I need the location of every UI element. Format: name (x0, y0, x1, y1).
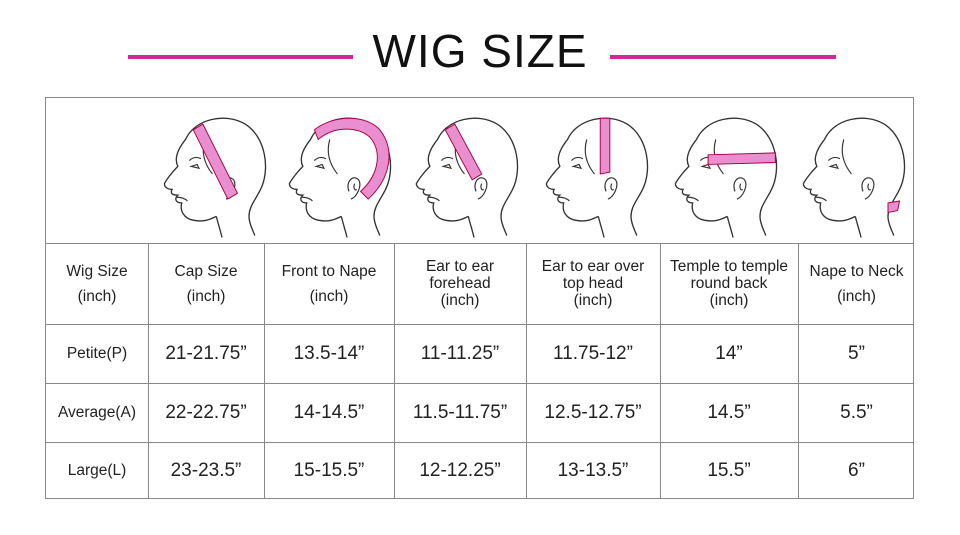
head-ear-to-ear-top-icon (531, 108, 656, 243)
column-header-line: Temple to temple (669, 258, 789, 275)
table-cell: 14-14.5” (293, 401, 365, 423)
column-header-line: top head (562, 275, 624, 292)
table-cell: 5.5” (840, 401, 873, 423)
column-header: Cap Size (inch) (148, 243, 264, 324)
column-header-line: (inch) (573, 292, 613, 309)
table-column-divider (148, 243, 149, 498)
table-column-divider (264, 243, 265, 498)
column-header: Nape to Neck (inch) (798, 243, 915, 324)
table-cell: 11.75-12” (553, 342, 633, 364)
head-cap-size-icon (149, 108, 274, 243)
page-title: WIG SIZE (372, 25, 588, 77)
column-header-line: (inch) (837, 287, 876, 305)
table-row-divider (46, 383, 913, 384)
table-column-divider (526, 243, 527, 498)
table-cell: 11.5-11.75” (412, 401, 508, 423)
row-label: Petite(P) (66, 344, 128, 362)
table-cell: 12.5-12.75” (544, 401, 642, 423)
table-cell: 21-21.75” (165, 342, 247, 364)
head-temple-to-temple-icon (660, 108, 785, 243)
table-cell: 14.5” (707, 401, 751, 423)
table-cell: 11-11.25” (420, 342, 500, 364)
column-header-line: (inch) (77, 287, 117, 305)
table-cell: 13.5-14” (293, 342, 365, 364)
table-cell: 5” (848, 342, 865, 364)
head-ear-to-ear-forehead-icon (401, 108, 526, 243)
column-header-line: (inch) (186, 287, 226, 305)
column-header-line: Ear to ear (425, 258, 495, 275)
table-cell: 15-15.5” (293, 460, 365, 481)
table-row-divider (46, 442, 913, 443)
column-header-line: round back (690, 275, 768, 292)
table-column-divider (798, 243, 799, 498)
column-header-line: forehead (429, 275, 491, 292)
column-header: Front to Nape (inch) (264, 243, 394, 324)
table-cell: 23-23.5” (170, 460, 242, 481)
column-header-line: Cap Size (174, 262, 238, 280)
column-header: Ear to ear over top head (inch) (526, 243, 660, 324)
column-header-line: Wig Size (66, 262, 128, 280)
title-line-left (128, 55, 353, 59)
column-header-line: (inch) (440, 292, 480, 309)
column-header-line: Ear to ear over (541, 258, 645, 275)
table-cell: 14” (715, 342, 743, 364)
size-table: Wig Size (inch) Cap Size (inch) Front to Nap… (45, 97, 914, 499)
column-header: Ear to ear forehead (inch) (394, 243, 526, 324)
table-cell: 6” (848, 460, 865, 481)
column-header-line: Front to Nape (281, 262, 377, 280)
table-cell: 22-22.75” (165, 401, 247, 423)
column-header: Wig Size (inch) (46, 243, 148, 324)
table-row-divider (46, 324, 913, 325)
table-cell: 12-12.25” (419, 460, 501, 481)
column-header-line: Nape to Neck (809, 262, 904, 280)
table-column-divider (394, 243, 395, 498)
table-column-divider (660, 243, 661, 498)
column-header: Temple to temple round back (inch) (660, 243, 798, 324)
row-label: Average(A) (57, 403, 137, 421)
table-cell: 15.5” (707, 460, 751, 481)
column-header-line: (inch) (709, 292, 749, 309)
column-header-line: (inch) (309, 287, 349, 305)
head-front-to-nape-icon (274, 108, 399, 243)
head-nape-to-neck-icon (788, 108, 913, 243)
title-line-right (610, 55, 836, 59)
table-cell: 13-13.5” (557, 460, 629, 481)
row-label: Large(L) (67, 462, 127, 479)
table-row-divider (46, 243, 913, 244)
